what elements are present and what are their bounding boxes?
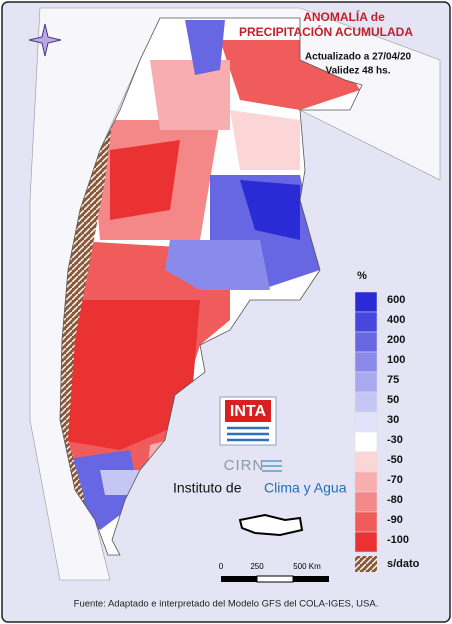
- legend-swatch: [354, 451, 378, 473]
- legend-swatch: [354, 511, 378, 533]
- inta-waves: [227, 426, 269, 442]
- legend-swatch: [354, 411, 378, 433]
- legend-label: 75: [387, 374, 399, 386]
- cirn-text: CIRN: [224, 457, 265, 474]
- footer: Fuente: Adaptado e interpretado del Mode…: [74, 599, 379, 610]
- compass: [28, 23, 62, 57]
- legend-swatch: [354, 371, 378, 393]
- institute-prefix: Instituto de: [173, 480, 242, 496]
- legend-label: 200: [387, 334, 405, 346]
- scale-bar: [221, 576, 257, 582]
- cirn-waves: [262, 460, 282, 472]
- legend-swatch: [354, 491, 378, 513]
- legend-swatch: [354, 311, 378, 333]
- legend-label: s/dato: [387, 558, 420, 570]
- updated-date: Actualizado a 27/04/20: [305, 52, 412, 63]
- legend-swatch: [354, 351, 378, 373]
- title: ANOMALÍA de: [303, 9, 385, 24]
- legend-label: -80: [387, 494, 403, 506]
- legend-label: 400: [387, 314, 405, 326]
- legend-swatch: [354, 471, 378, 493]
- legend-swatch: [354, 291, 378, 313]
- legend-swatch: [354, 331, 378, 353]
- legend-label: 100: [387, 354, 405, 366]
- legend-label: -70: [387, 474, 403, 486]
- scale-label: 500 Km: [293, 562, 321, 571]
- legend-label: -100: [387, 534, 409, 546]
- institute-name: Clima y Agua: [264, 480, 347, 496]
- validity: Validez 48 hs.: [325, 66, 390, 77]
- scale-label: 250: [250, 562, 264, 571]
- legend-label: 30: [387, 414, 399, 426]
- country-border: [59, 17, 363, 556]
- legend-label: 600: [387, 294, 405, 306]
- legend-label: -50: [387, 454, 403, 466]
- inta-text: INTA: [230, 403, 267, 420]
- title: PRECIPITACIÓN ACUMULADA: [239, 24, 413, 39]
- legend: 600 400 200 100 75 50 30 -30 -50 -70 -80 -90 -100 s/d…: [354, 291, 420, 572]
- legend-label: -30: [387, 434, 403, 446]
- legend-swatch: [355, 556, 377, 572]
- legend-label: -90: [387, 514, 403, 526]
- legend-unit: %: [357, 270, 367, 282]
- scale-label: 0: [219, 562, 224, 571]
- scale-bar: [293, 576, 329, 582]
- inta-logo-band: [225, 400, 271, 422]
- legend-swatch: [354, 431, 378, 453]
- legend-swatch: [354, 391, 378, 413]
- scale-bar: [256, 575, 294, 583]
- legend-swatch: [354, 531, 378, 553]
- legend-label: 50: [387, 394, 399, 406]
- islands: [238, 513, 304, 537]
